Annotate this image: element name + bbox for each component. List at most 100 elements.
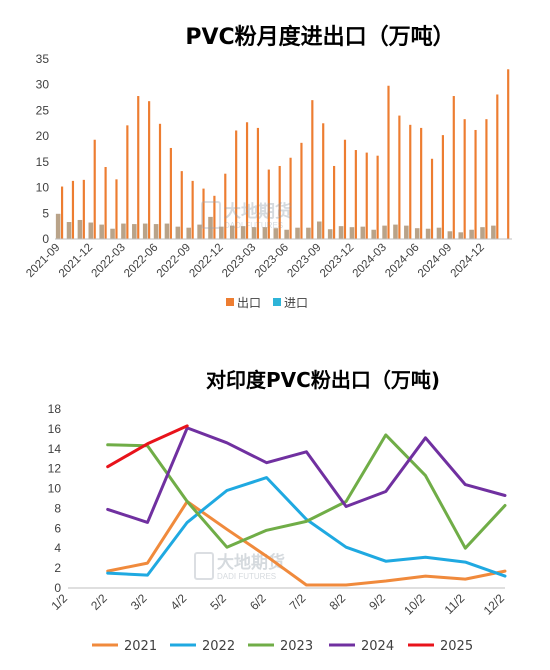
bar-import [229,225,235,239]
bar-export [148,101,151,240]
y-tick-label: 12 [48,462,62,476]
bar-export [115,179,118,239]
bar-import [480,227,485,239]
series-line-2025 [106,424,189,469]
bar-import [55,213,61,239]
series-line-2024 [106,426,507,524]
bar-export [485,119,488,239]
bar-export [169,147,172,239]
bar-export [354,150,357,239]
bar-export [267,169,270,239]
bar-export [191,180,194,239]
x-tick-label: 2024-06 [383,242,421,280]
bar-import [273,228,279,239]
bar-export [409,124,412,239]
bar-import [132,224,137,239]
bar-export [452,96,455,240]
legend-label: 2024 [361,639,394,654]
x-tick-label: 6/2 [247,591,269,613]
bar-import [404,225,409,239]
legend: 出口 进口 [226,296,308,310]
watermark-logo [201,201,221,229]
series-line-2023 [106,433,507,550]
monthly-import-export-svg: PVC粉月度进出口（万吨） 0 5 10 15 20 25 30 35 2021-092021-… [24,24,512,310]
bar-export [333,165,336,239]
bar-import [327,229,333,239]
bar-export [300,142,303,239]
watermark-text-en: DADI FUTURES [224,221,283,230]
bar-import [458,232,464,239]
y-tick-label: 16 [48,422,62,436]
legend-swatch [273,298,281,306]
bar-import [262,227,268,239]
x-tick-label: 2022-06 [122,242,160,280]
x-tick-label: 4/2 [168,591,190,613]
y-tick-label: 8 [54,501,61,515]
legend-swatch [226,298,234,306]
y-tick-label: 18 [48,402,62,416]
bar-import [142,223,148,239]
y-tick-label: 0 [54,581,61,595]
bar-import [447,231,453,239]
bar-import [219,226,224,239]
bar-export [365,152,368,239]
y-tick-label: 30 [36,78,50,92]
india-export-chart: 对印度PVC粉出口（万吨) 0 2 4 6 8 10 12 14 16 18 1/2 2/2 3/2 4/… [0,352,550,670]
x-tick-label: 11/2 [442,591,468,617]
x-tick-label: 2021-09 [24,242,62,280]
bar-export [82,179,85,239]
x-tick-label: 2023-12 [318,242,356,280]
bar-import [436,227,442,239]
chart-title: PVC粉月度进出口（万吨） [185,24,454,50]
bar-export [158,123,162,239]
bar-import [66,222,72,239]
x-tick-label: 1/2 [48,591,70,613]
bar-import [371,229,376,239]
bar-export [430,158,434,239]
legend-label: 出口 [237,296,261,310]
y-tick-label: 25 [36,103,50,117]
y-tick-label: 15 [36,155,50,169]
bar-import [121,223,126,239]
legend-label: 2025 [440,639,473,654]
bar-import [110,228,115,239]
bar-import [164,223,170,239]
y-tick-label: 14 [48,442,62,456]
x-tick-label: 2022-12 [187,242,225,280]
bar-import [414,228,420,239]
x-tick-label: 7/2 [287,591,309,613]
y-tick-label: 2 [54,561,61,575]
bar-export [311,100,314,240]
bar-import [88,222,94,239]
legend-label: 2021 [124,639,157,654]
chart-title: 对印度PVC粉出口（万吨) [206,368,440,392]
x-tick-label: 2023-06 [253,242,291,280]
bar-import [153,224,159,239]
bar-export [93,139,96,239]
x-tick-label: 10/2 [401,591,428,618]
bar-import [425,228,431,239]
bar-export [343,139,347,239]
bar-import [382,225,387,239]
x-tick-label: 2021-12 [57,242,95,280]
y-tick-label: 20 [36,129,50,143]
bar-export [202,188,205,239]
bar-export [71,180,75,239]
bar-export [126,125,129,239]
monthly-import-export-chart: PVC粉月度进出口（万吨） 0 5 10 15 20 25 30 35 2021-09 2021-… [0,0,550,330]
x-tick-label: 2024-09 [416,242,454,280]
y-tick-label: 0 [42,232,49,246]
x-tick-label: 2/2 [88,591,110,613]
bar-export [398,115,401,239]
bar-import [349,227,355,239]
y-tick-label: 4 [54,541,61,555]
bar-export [60,186,64,239]
bar-import [175,226,181,239]
bar-export [496,94,499,239]
bar-export [256,127,260,239]
bar-import [208,216,213,239]
x-tick-label: 2024-03 [351,242,389,280]
y-tick-label: 35 [36,52,50,66]
